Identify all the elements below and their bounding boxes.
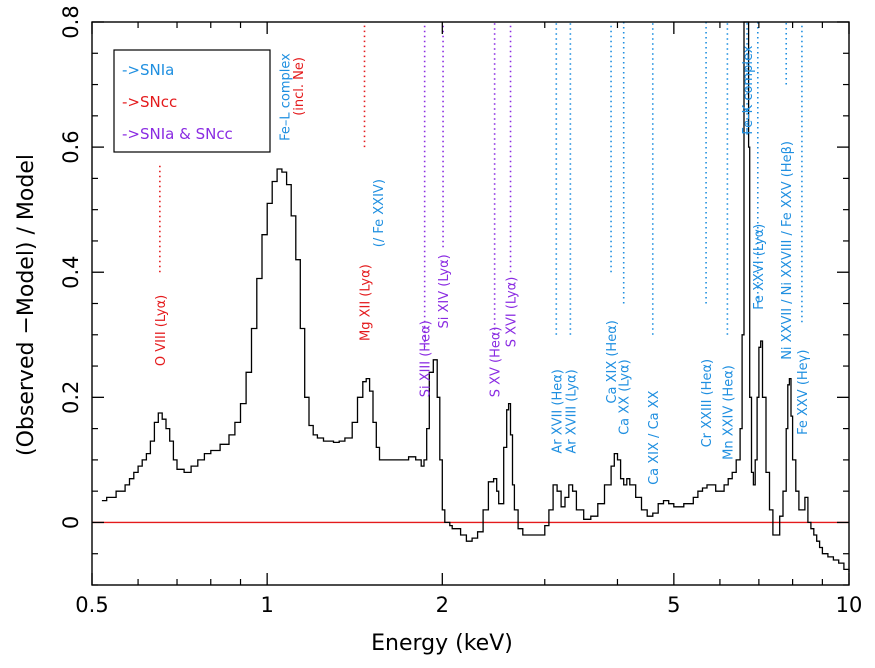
annotation-label-16: Fe–K complex [741,45,756,134]
x-tick-label-2: 2 [436,593,449,617]
y-tick-label-0: 0 [59,516,83,529]
annotation-label-4: (/ Fe XXIV) [372,179,387,247]
legend: ->SNIa ->SNcc ->SNIa & SNcc [113,49,271,153]
legend-box [113,49,271,153]
annotation-label-1: Fe–L complex [278,53,293,141]
annotation-label-3: Mg XII (Lyα) [359,264,374,341]
annotation-label-12: Ca XX (Lyα) [618,359,633,435]
y-tick-label-4: 0.8 [59,5,83,38]
y-tick-label-3: 0.6 [59,130,83,163]
x-tick-label-1: 1 [260,593,273,617]
annotation-label-7: S XV (Heα) [489,326,504,397]
annotation-label-13: Ca XIX / Ca XX [647,390,662,485]
ticks-layer: 0.5 1 2 5 10 0 0.2 0.4 0.6 0.8 [59,5,862,617]
annotation-label-0: O VIII (Lyα) [154,295,169,366]
annotation-label-18: Ni XXVII / Ni XXVIII / Fe XXV (Heβ) [780,141,795,360]
x-tick-label-3: 5 [667,593,680,617]
y-tick-label-2: 0.4 [59,255,83,288]
annotation-label-17: Fe XXVI (Lyα) [752,224,767,310]
x-axis-title: Energy (keV) [371,631,513,656]
annotation-label-2: (incl. Ne) [292,57,307,116]
x-tick-label-0: 0.5 [75,593,108,617]
data-layer [101,21,850,573]
annotation-lines-layer [159,22,803,348]
x-tick-label-4: 10 [836,593,863,617]
spectrum-series-0 [101,21,850,573]
annotation-label-19: Fe XXV (Heγ) [796,350,811,435]
annotation-label-10: Ar XVIII (Lyα) [564,369,579,453]
annotation-label-11: Ca XIX (Heα) [605,320,620,403]
legend-entry-2: ->SNIa & SNcc [122,125,233,143]
annotation-label-14: Cr XXIII (Heα) [700,359,715,448]
y-axis-title: (Observed −Model) / Model [14,154,39,456]
annotation-label-6: Si XIV (Lyα) [437,254,452,328]
annotation-label-9: Ar XVII (Heα) [550,369,565,453]
annotation-labels-layer: O VIII (Lyα) Fe–L complex(incl. Ne) Mg XII… [154,45,811,485]
y-tick-label-1: 0.2 [59,381,83,414]
annotation-label-8: S XVI (Lyα) [505,277,520,348]
legend-entry-1: ->SNcc [122,93,177,111]
annotation-label-15: Mn XXIV (Heα) [721,365,736,460]
annotation-label-5: Si XIII (Heα) [419,320,434,397]
legend-entry-0: ->SNIa [122,61,174,79]
